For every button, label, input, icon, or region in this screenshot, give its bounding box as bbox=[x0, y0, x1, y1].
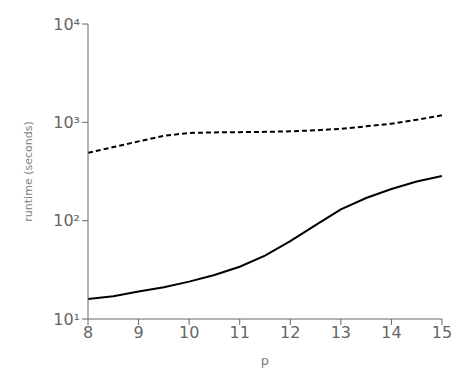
svg-text:10⁴: 10⁴ bbox=[53, 15, 80, 34]
svg-text:10²: 10² bbox=[53, 211, 80, 230]
svg-text:9: 9 bbox=[133, 323, 143, 342]
svg-text:8: 8 bbox=[83, 323, 93, 342]
svg-text:10³: 10³ bbox=[53, 113, 80, 132]
svg-text:13: 13 bbox=[331, 323, 351, 342]
svg-text:p: p bbox=[261, 353, 269, 368]
svg-text:10: 10 bbox=[179, 323, 199, 342]
svg-text:runtime (seconds): runtime (seconds) bbox=[22, 121, 35, 221]
svg-text:12: 12 bbox=[280, 323, 300, 342]
svg-text:11: 11 bbox=[230, 323, 250, 342]
svg-text:15: 15 bbox=[432, 323, 452, 342]
svg-text:14: 14 bbox=[381, 323, 401, 342]
svg-text:10¹: 10¹ bbox=[53, 310, 80, 329]
